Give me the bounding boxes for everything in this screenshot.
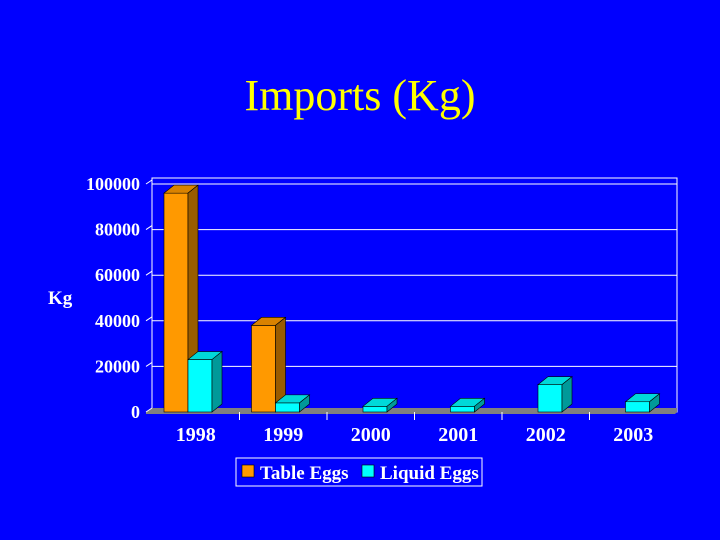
legend-label: Liquid Eggs	[380, 463, 479, 484]
y-tick-label: 60000	[95, 265, 140, 285]
legend-swatch	[241, 464, 255, 478]
y-tick-mark	[145, 179, 153, 185]
y-tick-label: 100000	[86, 174, 140, 194]
y-tick-label: 20000	[95, 356, 140, 376]
bar	[187, 350, 223, 413]
x-tick-label: 1998	[176, 424, 216, 446]
bar	[624, 393, 661, 413]
legend-box	[235, 457, 483, 487]
y-tick-mark	[145, 361, 153, 367]
bar	[274, 394, 311, 413]
plot-area	[151, 177, 678, 413]
y-tick-mark	[145, 316, 153, 322]
bar	[250, 316, 287, 413]
chart-floor-top	[146, 408, 677, 412]
legend: Table Eggs Liquid Eggs	[235, 457, 483, 487]
x-tick-label: 2002	[526, 424, 566, 446]
y-tick-label: 40000	[95, 311, 140, 331]
y-tick-mark	[145, 225, 153, 231]
legend-label: Table Eggs	[260, 463, 349, 484]
bar	[362, 397, 398, 413]
chart-floor	[146, 412, 677, 414]
y-axis-label: Kg	[48, 288, 73, 309]
y-tick-label: 0	[131, 402, 140, 422]
y-tick-label: 80000	[95, 220, 140, 240]
x-tick-label: 2000	[351, 424, 391, 446]
bar	[449, 397, 486, 413]
y-tick-mark	[145, 407, 153, 413]
x-tick-label: 2001	[438, 424, 478, 446]
x-tick-label: 1999	[263, 424, 303, 446]
y-tick-mark	[145, 270, 153, 276]
slide-title: Imports (Kg)	[244, 71, 476, 120]
legend-swatch	[361, 464, 375, 478]
bar	[537, 376, 573, 413]
x-tick-label: 2003	[613, 424, 653, 446]
